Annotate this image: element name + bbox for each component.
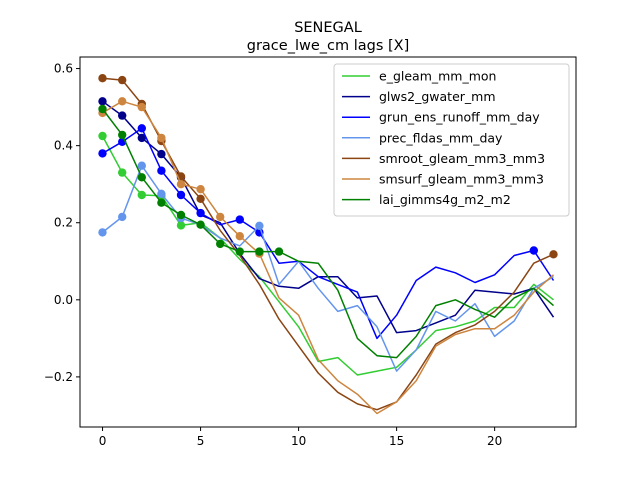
data-point-smsurf-gleam-mm3-mm3: [118, 97, 127, 106]
x-tick-label: 10: [291, 434, 306, 448]
y-tick-label: 0.6: [54, 62, 73, 76]
series-line-smsurf-gleam-mm3-mm3: [102, 100, 554, 415]
data-point-smsurf-gleam-mm3-mm3: [216, 212, 225, 222]
data-point-grun-ens-runoff-mm-day: [529, 246, 538, 255]
data-point-grun-ens-runoff-mm-day: [137, 124, 146, 133]
data-point-e-gleam-mm-mon: [137, 190, 146, 200]
chart-title: SENEGAL: [294, 20, 362, 36]
data-point-glws2-gwater-mm: [118, 111, 127, 120]
data-point-lai-gimms4g-m2-m2: [157, 198, 166, 207]
data-point-lai-gimms4g-m2-m2: [235, 247, 244, 256]
legend-label: smroot_gleam_mm3_mm3: [379, 151, 545, 166]
x-tick-label: 20: [487, 434, 502, 448]
data-point-prec-fldas-mm-day: [157, 189, 166, 198]
data-point-smroot-gleam-mm3-mm3: [98, 74, 107, 83]
y-tick-label: 0.2: [54, 216, 73, 230]
legend-label: glws2_gwater_mm: [379, 89, 496, 104]
data-point-smsurf-gleam-mm3-mm3: [157, 133, 166, 143]
data-point-smroot-gleam-mm3-mm3: [549, 250, 558, 259]
data-point-prec-fldas-mm-day: [98, 228, 107, 237]
y-tick-label: 0.4: [54, 139, 73, 153]
data-point-lai-gimms4g-m2-m2: [216, 239, 225, 249]
data-point-glws2-gwater-mm: [137, 133, 146, 143]
data-point-lai-gimms4g-m2-m2: [137, 173, 146, 182]
legend-label: prec_fldas_mm_day: [379, 130, 503, 145]
data-point-smsurf-gleam-mm3-mm3: [235, 232, 244, 241]
data-point-smsurf-gleam-mm3-mm3: [176, 180, 186, 189]
axis-ticks: 0 5 10 15 20 −0.2 0.0 0.2 0.4 0.6: [44, 62, 502, 448]
data-point-grun-ens-runoff-mm-day: [176, 190, 186, 200]
chart-subtitle: grace_lwe_cm lags [X]: [247, 38, 410, 54]
data-point-smsurf-gleam-mm3-mm3: [196, 185, 205, 194]
legend-label: lai_gimms4g_m2_m2: [379, 192, 511, 207]
series-line-grun-ens-runoff-mm-day: [102, 127, 555, 340]
data-point-lai-gimms4g-m2-m2: [118, 130, 127, 140]
plot-area: [98, 74, 558, 415]
legend: e_gleam_mm_mon glws2_gwater_mm grun_ens_ru…: [333, 63, 570, 217]
data-point-e-gleam-mm-mon: [118, 168, 127, 177]
legend-label: smsurf_gleam_mm3_mm3: [379, 172, 544, 187]
y-tick-label: 0.0: [54, 293, 73, 307]
y-tick-label: −0.2: [44, 370, 73, 384]
data-point-grun-ens-runoff-mm-day: [98, 149, 107, 158]
legend-label: e_gleam_mm_mon: [379, 69, 496, 84]
data-point-e-gleam-mm-mon: [176, 221, 186, 230]
x-tick-label: 15: [389, 434, 404, 448]
data-point-e-gleam-mm-mon: [98, 131, 107, 141]
axes-frame: [79, 56, 577, 428]
data-point-prec-fldas-mm-day: [137, 161, 146, 170]
data-point-smroot-gleam-mm3-mm3: [118, 75, 127, 85]
data-point-grun-ens-runoff-mm-day: [196, 208, 205, 218]
x-tick-label: 0: [99, 434, 107, 448]
data-point-smsurf-gleam-mm3-mm3: [137, 102, 146, 112]
data-point-grun-ens-runoff-mm-day: [235, 215, 244, 224]
data-point-lai-gimms4g-m2-m2: [255, 247, 264, 256]
data-point-prec-fldas-mm-day: [255, 221, 264, 230]
legend-label: grun_ens_runoff_mm_day: [379, 110, 540, 125]
x-tick-label: 5: [197, 434, 205, 448]
data-point-lai-gimms4g-m2-m2: [274, 247, 284, 256]
legend-box: [333, 63, 570, 217]
data-point-grun-ens-runoff-mm-day: [157, 166, 166, 175]
series-line-smroot-gleam-mm3-mm3: [102, 77, 554, 411]
data-point-lai-gimms4g-m2-m2: [196, 220, 205, 229]
data-point-smroot-gleam-mm3-mm3: [196, 194, 205, 203]
data-point-glws2-gwater-mm: [98, 97, 107, 106]
data-point-glws2-gwater-mm: [157, 149, 166, 159]
data-point-prec-fldas-mm-day: [118, 212, 127, 222]
data-point-lai-gimms4g-m2-m2: [98, 104, 107, 114]
data-point-lai-gimms4g-m2-m2: [176, 210, 186, 220]
